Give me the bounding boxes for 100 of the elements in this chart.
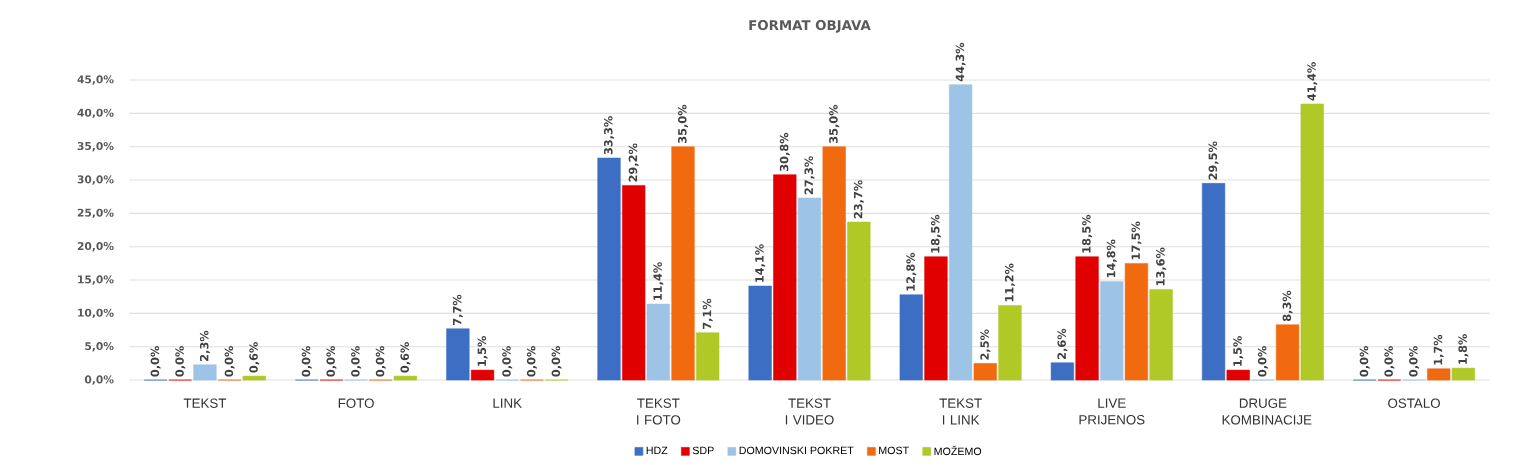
legend-label: DOMOVINSKI POKRET [739, 446, 854, 454]
data-label: 29,2% [628, 143, 639, 182]
bar [470, 369, 495, 381]
y-tick-label: 40,0% [77, 108, 114, 118]
y-tick-label: 35,0% [77, 141, 114, 152]
data-label: 0,0% [224, 345, 235, 377]
data-label: 7,7% [452, 294, 463, 325]
x-tick-label: FOTO [338, 398, 374, 408]
data-label: 0,0% [175, 345, 186, 377]
data-label: 7,1% [702, 298, 713, 329]
data-label: 0,0% [326, 345, 337, 377]
data-label: 13,6% [1156, 247, 1167, 285]
x-tick-label: DRUGE KOMBINACIJE [1222, 398, 1312, 425]
bar [998, 304, 1022, 381]
data-label: 0,0% [1409, 345, 1420, 377]
x-tick-label: OSTALO [1388, 398, 1440, 408]
data-label: 1,5% [477, 335, 488, 366]
bar [1300, 103, 1324, 381]
bar [822, 146, 846, 381]
bar [1427, 368, 1451, 381]
bar [949, 84, 973, 381]
data-label: 44,3% [955, 42, 966, 82]
bar [924, 256, 948, 381]
bar [1050, 362, 1075, 381]
bar [847, 221, 871, 381]
y-tick-label: 5,0% [85, 341, 114, 352]
x-tick-label: TEKST I FOTO [637, 398, 681, 425]
data-label: 14,1% [755, 243, 766, 282]
data-label: 17,5% [1131, 221, 1142, 259]
x-tick-label: TEKST I VIDEO [785, 398, 834, 425]
bar [597, 157, 621, 381]
y-tick-label: 20,0% [77, 241, 114, 252]
data-label: 14,8% [1106, 239, 1117, 277]
data-label: 2,5% [980, 329, 991, 360]
data-label: 30,8% [779, 132, 790, 171]
bar [696, 332, 720, 381]
data-label: 1,5% [1233, 335, 1244, 366]
bar [773, 174, 797, 381]
y-tick-label: 45,0% [77, 75, 114, 85]
bar [1100, 280, 1124, 381]
bar [973, 362, 997, 381]
bar [622, 184, 646, 381]
data-label: 0,0% [301, 345, 312, 377]
bar [1275, 324, 1300, 381]
chart-title: FORMAT OBJAVA [749, 19, 871, 33]
data-label: 0,0% [551, 345, 562, 377]
data-label: 29,5% [1208, 141, 1219, 180]
data-label: 8,3% [1282, 290, 1293, 321]
x-tick-label: TEKST I LINK [939, 398, 982, 425]
data-label: 0,6% [400, 341, 411, 373]
x-tick-label: TEKST [183, 398, 227, 408]
data-label: 35,0% [829, 104, 840, 143]
data-label: 0,0% [1384, 345, 1395, 377]
data-label: 11,2% [1004, 263, 1015, 301]
y-tick-label: 0,0% [84, 375, 114, 385]
bar [193, 364, 217, 381]
legend-label: MOST [879, 446, 909, 454]
legend-label: SDP [692, 446, 714, 454]
data-label: 2,6% [1057, 328, 1068, 359]
data-label: 11,4% [653, 261, 664, 300]
data-label: 23,7% [853, 179, 864, 218]
data-label: 2,3% [199, 330, 210, 361]
data-label: 33,3% [604, 115, 615, 155]
bar [1451, 367, 1475, 381]
bar [1149, 288, 1173, 381]
data-label: 18,5% [930, 214, 941, 253]
data-label: 0,0% [1359, 345, 1370, 377]
x-tick-label: LINK [493, 398, 522, 408]
data-label: 1,8% [1458, 333, 1469, 364]
data-label: 0,0% [1257, 345, 1268, 377]
data-label: 41,4% [1307, 61, 1318, 101]
bar [671, 146, 695, 381]
data-label: 0,6% [249, 341, 260, 373]
legend-label: HDZ [646, 446, 668, 454]
bar [1075, 256, 1099, 381]
bar [242, 375, 266, 381]
legend-label: MOŽEMO [934, 445, 982, 455]
y-tick-label: 15,0% [78, 275, 114, 285]
data-label: 0,0% [351, 345, 362, 377]
bar [1201, 182, 1226, 381]
data-label: 12,8% [906, 252, 917, 291]
bar [797, 197, 822, 381]
data-label: 0,0% [375, 345, 386, 377]
data-label: 0,0% [150, 345, 161, 377]
data-label: 1,7% [1433, 334, 1444, 365]
data-label: 0,0% [502, 345, 513, 377]
y-tick-label: 10,0% [78, 308, 114, 318]
y-tick-label: 25,0% [77, 208, 114, 218]
bar [646, 303, 670, 381]
y-tick-label: 30,0% [77, 175, 114, 185]
bar [1226, 369, 1250, 381]
bar [446, 328, 470, 381]
bar [748, 285, 772, 381]
data-label: 18,5% [1082, 214, 1093, 253]
data-label: 35,0% [678, 104, 689, 143]
bar [1124, 262, 1149, 381]
bar [899, 294, 923, 381]
bar [393, 375, 418, 381]
x-tick-label: LIVE PRIJENOS [1079, 398, 1145, 425]
data-label: 0,0% [526, 345, 537, 377]
